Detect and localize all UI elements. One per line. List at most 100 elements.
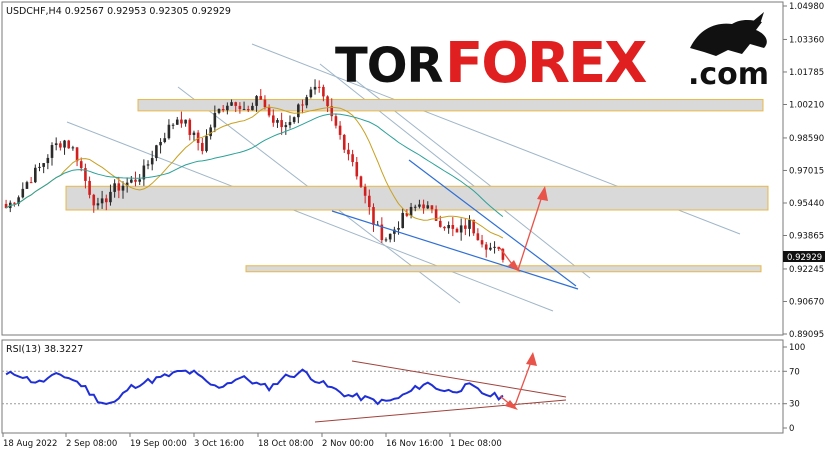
price-tick-label: 1.00210 — [789, 100, 824, 110]
candle-body — [155, 145, 158, 159]
candle-body — [384, 239, 388, 241]
zones-group — [65, 99, 769, 273]
candle-body — [309, 89, 313, 98]
candle-body — [305, 97, 308, 106]
channel-upper-line — [408, 159, 577, 287]
candle-body — [117, 183, 121, 191]
candle-body — [288, 122, 292, 126]
candle-body — [54, 143, 58, 146]
candle-body — [393, 229, 396, 234]
price-panel-frame — [1, 1, 784, 336]
candle-body — [226, 105, 229, 111]
candle-body — [430, 205, 434, 210]
price-tick-label: 0.95440 — [789, 199, 824, 209]
candle-body — [447, 225, 450, 229]
rsi-tick-label: 70 — [789, 367, 800, 377]
channel-lower-line — [331, 210, 579, 290]
arrow-up-line — [517, 195, 543, 271]
candle-body — [489, 247, 492, 250]
candle-body — [92, 194, 96, 206]
candle-body — [418, 204, 421, 207]
candle-body — [25, 182, 29, 189]
candle-body — [121, 185, 125, 191]
candle-body — [180, 119, 183, 124]
logo-text-forex: FOREX — [445, 31, 647, 96]
candle-body — [17, 197, 20, 204]
candle-body — [46, 157, 50, 164]
candle-body — [88, 180, 91, 195]
candle-body — [313, 86, 317, 90]
time-axis: 18 Aug 2022 2 Sep 08:00 19 Sep 00:00 3 Oct … — [2, 433, 502, 449]
rsi-forecast-arrows — [499, 352, 537, 410]
candle-body — [238, 105, 242, 110]
candle-body — [476, 233, 480, 241]
rsi-arrow-up-head — [526, 352, 537, 366]
rsi-tick-label: 0 — [789, 424, 794, 434]
candle-body — [96, 203, 100, 206]
candle-body — [484, 244, 488, 250]
candle-body — [109, 191, 112, 203]
candle-body — [267, 107, 271, 116]
candle-body — [501, 248, 505, 260]
candle-body — [317, 86, 321, 88]
candle-body — [63, 140, 66, 148]
candle-body — [480, 240, 484, 245]
candle-body — [150, 158, 154, 165]
rsi-tick-label: 30 — [789, 400, 800, 410]
candle-body — [397, 228, 400, 230]
candle-body — [438, 220, 442, 227]
time-tick-label: 19 Sep 00:00 — [130, 439, 187, 449]
trendline-short — [349, 75, 503, 196]
time-tick-label: 2 Sep 08:00 — [66, 439, 117, 449]
price-tick-label: 0.97015 — [789, 166, 824, 176]
torforex-logo: TOR FOREX .com — [335, 12, 769, 96]
candle-body — [71, 147, 75, 149]
candle-body — [230, 102, 233, 106]
arrow-up-head — [537, 186, 548, 201]
rsi-panel-frame — [1, 339, 784, 434]
candle-body — [368, 195, 371, 208]
candle-body — [326, 96, 329, 107]
sr-zone — [245, 265, 762, 273]
candle-body — [464, 225, 467, 229]
candle-body — [38, 166, 41, 168]
candle-body — [104, 198, 108, 203]
candle-body — [409, 206, 413, 216]
candle-body — [434, 209, 438, 221]
candle-body — [67, 140, 71, 149]
candle-body — [21, 188, 25, 198]
candle-body — [242, 109, 246, 111]
candle-body — [271, 115, 275, 123]
time-tick-label: 2 Nov 00:00 — [322, 439, 374, 449]
candle-body — [100, 198, 104, 204]
rsi-triangle-upper — [351, 360, 567, 398]
candle-body — [75, 147, 79, 162]
candle-body — [205, 136, 208, 152]
candle-body — [413, 206, 417, 208]
candle-body — [167, 124, 171, 139]
candle-body — [175, 119, 179, 125]
candle-body — [493, 246, 496, 248]
candle-body — [426, 205, 430, 209]
price-forecast-arrows — [499, 186, 548, 272]
candle-body — [184, 119, 187, 124]
price-tick-label: 0.98590 — [789, 134, 824, 144]
candle-body — [280, 120, 283, 128]
candle-body — [259, 96, 263, 100]
candle-body — [50, 145, 54, 158]
candle-body — [422, 204, 425, 209]
candle-body — [276, 120, 279, 123]
candle-body — [363, 186, 367, 196]
price-tick-label: 0.90670 — [789, 297, 824, 307]
price-tick-label: 0.93865 — [789, 232, 824, 242]
logo-text-com: .com — [688, 57, 769, 92]
candle-body — [59, 143, 62, 148]
price-tick-label: 1.01785 — [789, 68, 824, 78]
rsi-tick-label: 100 — [789, 343, 805, 353]
candle-body — [405, 212, 409, 216]
price-tick-label: 0.92245 — [789, 265, 824, 275]
candle-body — [359, 176, 363, 187]
candle-body — [42, 163, 45, 167]
